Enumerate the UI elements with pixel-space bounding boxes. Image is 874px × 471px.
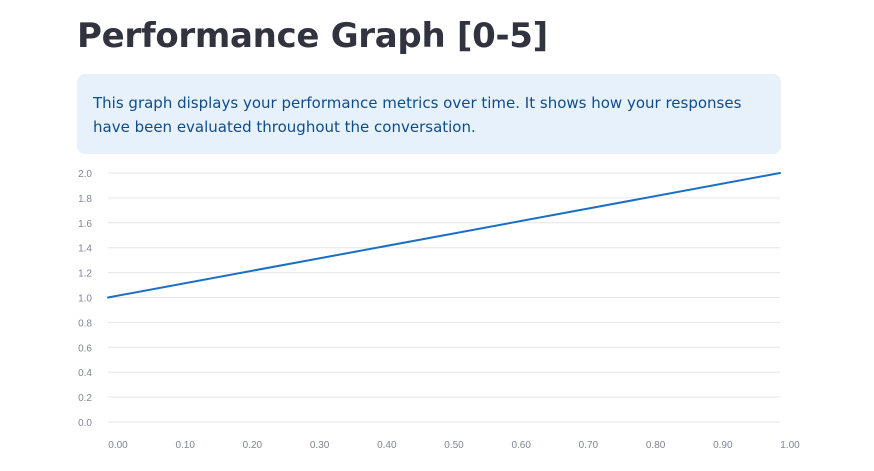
x-tick-label: 0.30 xyxy=(310,440,330,451)
x-tick-label: 0.20 xyxy=(243,440,263,451)
x-tick-label: 0.50 xyxy=(444,440,464,451)
info-text: This graph displays your performance met… xyxy=(93,94,742,136)
x-tick-label: 0.60 xyxy=(511,440,531,451)
y-tick-label: 0.0 xyxy=(78,418,92,429)
y-tick-label: 1.6 xyxy=(78,219,92,230)
y-tick-label: 0.4 xyxy=(78,368,92,379)
y-tick-label: 1.8 xyxy=(78,194,92,205)
x-axis-ticks: 0.00 0.10 0.20 0.30 0.40 0.50 0.60 0.70 0.80 0.90… xyxy=(108,440,800,451)
y-tick-label: 2.0 xyxy=(78,169,92,180)
y-tick-label: 0.6 xyxy=(78,343,92,354)
y-tick-label: 0.8 xyxy=(78,318,92,329)
x-tick-label: 0.00 xyxy=(108,440,128,451)
y-tick-label: 1.2 xyxy=(78,269,92,280)
series-line xyxy=(107,172,781,299)
y-tick-label: 1.4 xyxy=(78,244,92,255)
x-tick-label: 0.10 xyxy=(175,440,195,451)
x-tick-label: 0.40 xyxy=(377,440,397,451)
y-tick-label: 0.2 xyxy=(78,393,92,404)
chart-grid xyxy=(108,172,780,423)
x-tick-label: 0.70 xyxy=(579,440,599,451)
y-axis-ticks: 0.0 0.2 0.4 0.6 0.8 1.0 1.2 1.4 1.6 1.8 2.0 xyxy=(78,169,92,429)
chart-series xyxy=(107,172,781,299)
x-tick-label: 0.80 xyxy=(646,440,666,451)
info-alert: This graph displays your performance met… xyxy=(77,74,781,154)
performance-chart[interactable]: 0.00.20.40.60.81.01.21.41.61.82.0 0.00 0.… xyxy=(0,160,874,460)
x-tick-label: 0.90 xyxy=(713,440,733,451)
x-tick-label: 1.00 xyxy=(780,440,800,451)
y-tick-label: 1.0 xyxy=(78,294,92,305)
page-title: Performance Graph [0-5] xyxy=(77,16,548,56)
